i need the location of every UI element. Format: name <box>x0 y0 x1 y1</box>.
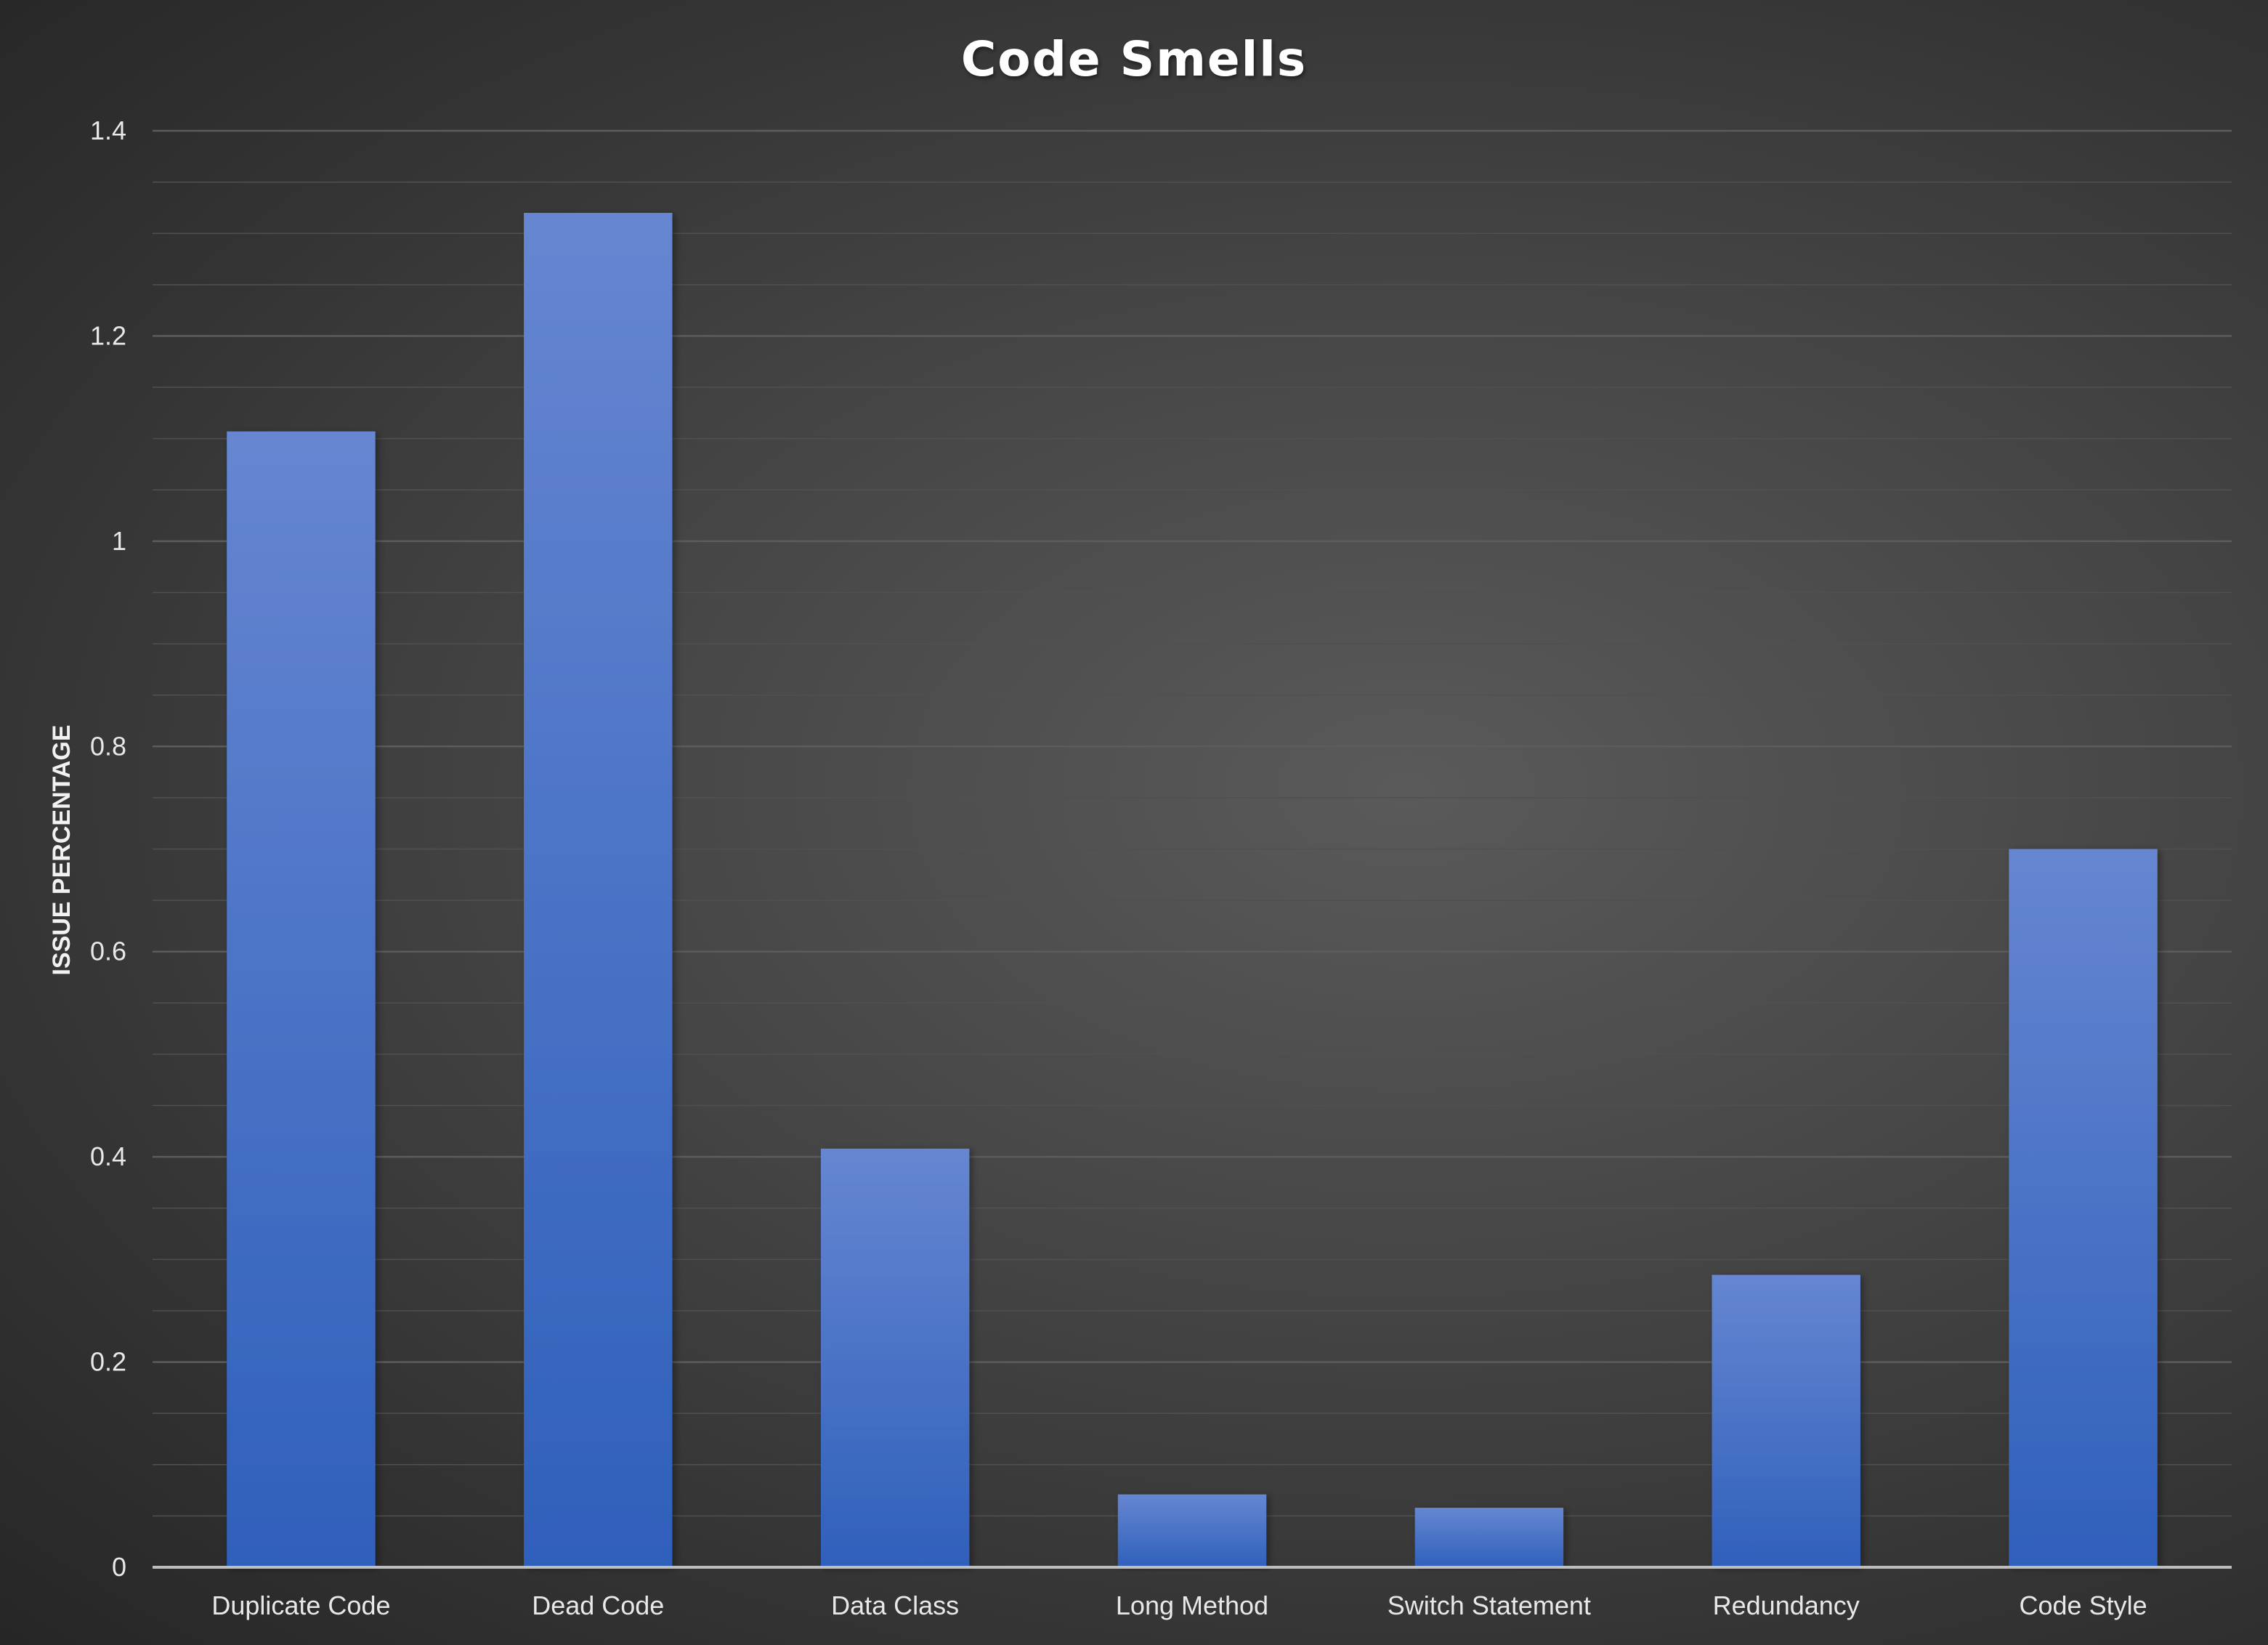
x-tick-labels: Duplicate Code Dead Code Data Class Long Me… <box>211 1591 2147 1620</box>
bar <box>524 212 673 1567</box>
y-tick-labels: 0 0.2 0.4 0.6 0.8 1 1.2 1.4 <box>90 116 126 1582</box>
bars <box>227 212 2158 1568</box>
y-tick-label: 0.4 <box>90 1141 126 1171</box>
x-tick-label: Data Class <box>831 1591 959 1620</box>
bar <box>1414 1508 1564 1567</box>
bar <box>2009 849 2158 1567</box>
bar <box>227 431 376 1568</box>
y-tick-label: 1 <box>112 526 126 556</box>
x-tick-label: Duplicate Code <box>211 1591 390 1620</box>
y-tick-label: 1.2 <box>90 320 126 350</box>
chart-title: Code Smells <box>961 31 1307 87</box>
x-tick-label: Redundancy <box>1713 1591 1860 1620</box>
bar <box>820 1148 970 1567</box>
y-tick-label: 1.4 <box>90 116 126 145</box>
x-tick-label: Long Method <box>1116 1591 1268 1620</box>
y-tick-label: 0.2 <box>90 1347 126 1377</box>
y-tick-label: 0 <box>112 1552 126 1582</box>
x-tick-label: Code Style <box>2020 1591 2147 1620</box>
bar <box>1712 1274 1860 1567</box>
x-tick-label: Switch Statement <box>1388 1591 1591 1620</box>
y-tick-label: 0.8 <box>90 731 126 761</box>
minor-gridlines <box>153 181 2232 1517</box>
bar <box>1117 1494 1267 1567</box>
y-tick-label: 0.6 <box>90 937 126 966</box>
major-gridlines <box>153 129 2232 1363</box>
x-tick-label: Dead Code <box>532 1591 664 1620</box>
y-axis-label: ISSUE PERCENTAGE <box>48 724 76 975</box>
